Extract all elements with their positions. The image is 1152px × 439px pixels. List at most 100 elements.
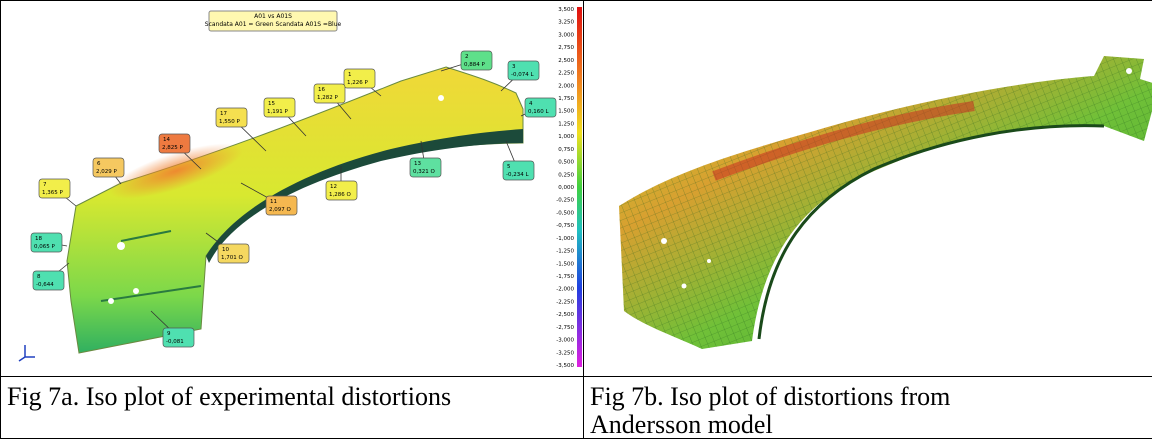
colorbar-tick-label: -1,500 xyxy=(556,261,574,267)
colorbar-tick-label: -0,500 xyxy=(556,210,574,216)
callout-id: 13 xyxy=(414,161,421,167)
callout: 15 1,191 P xyxy=(263,97,307,137)
hole xyxy=(661,238,667,244)
callout-box xyxy=(507,60,540,81)
callout: 5 -0,234 L xyxy=(502,140,535,181)
callout-id: 14 xyxy=(163,137,170,143)
callout-value: -0,081 xyxy=(166,339,184,345)
iso-plot-a: A01 vs A01S Scandata A01 = Green Scandat… xyxy=(18,7,582,369)
callout-box xyxy=(502,160,535,181)
caption-a: Fig 7a. Iso plot of experimental distort… xyxy=(7,382,452,411)
hole xyxy=(707,259,711,263)
callout: 1 1,226 P xyxy=(343,68,382,97)
callout-id: 1 xyxy=(348,72,352,78)
cell-b xyxy=(583,0,1152,377)
model-channel xyxy=(757,124,1105,340)
colorbar-tick-label: 3,000 xyxy=(558,32,574,38)
colorbar-tick-label: -2,000 xyxy=(556,287,574,293)
callout-box xyxy=(325,180,358,201)
plot-title-box xyxy=(208,10,338,32)
callout-value: 2,097 O xyxy=(269,207,291,213)
colorbar-tick-label: -2,750 xyxy=(556,325,574,331)
callout-id: 3 xyxy=(512,64,516,70)
callout-box xyxy=(162,327,195,348)
colorbar-tick-label: 0,500 xyxy=(558,160,574,166)
callout-id: 9 xyxy=(167,331,171,337)
hole xyxy=(438,95,444,101)
hot-zone xyxy=(712,101,975,181)
caption-cell-a: Fig 7a. Iso plot of experimental distort… xyxy=(0,376,584,439)
iso-plot-b xyxy=(619,56,1152,349)
axis-triad xyxy=(18,345,35,362)
callout: 9 -0,081 xyxy=(150,310,195,348)
callout: 6 2,029 P xyxy=(92,157,125,185)
callout: 13 0,321 O xyxy=(409,140,442,178)
model-mesh xyxy=(619,56,1152,349)
callout-box xyxy=(217,243,250,264)
callout-box xyxy=(32,270,65,291)
callout-value: 0,884 P xyxy=(464,62,485,68)
colorbar-tick-label: -2,250 xyxy=(556,299,574,305)
colorbar-tick-label: -1,250 xyxy=(556,249,574,255)
callout-box xyxy=(460,50,493,71)
callout-id: 7 xyxy=(43,182,47,188)
callout-id: 16 xyxy=(318,87,325,93)
callout-box xyxy=(215,107,248,128)
hole xyxy=(681,283,687,289)
callout: 2 0,884 P xyxy=(440,50,493,72)
callout-box xyxy=(409,157,442,178)
callout: 17 1,550 P xyxy=(215,107,267,152)
callout: 14 2,825 P xyxy=(158,133,202,170)
plot-subtitle: Scandata A01 = Green Scandata A01S =Blue xyxy=(205,21,342,28)
colorbar-tick-label: 3,500 xyxy=(558,7,574,13)
colorbar-tick-label: 0,250 xyxy=(558,172,574,178)
callout-value: 1,191 P xyxy=(267,109,288,115)
colorbar-tick-label: 2,000 xyxy=(558,83,574,89)
colorbar-tick-label: -3,500 xyxy=(556,363,574,369)
callout: 16 1,282 P xyxy=(313,83,352,120)
colorbar-tick-label: -2,500 xyxy=(556,312,574,318)
callout-value: -0,074 L xyxy=(511,72,534,78)
caption-b: Fig 7b. Iso plot of distortions from And… xyxy=(590,382,951,439)
callout-id: 5 xyxy=(507,164,511,170)
callout-box xyxy=(263,97,296,118)
callout-id: 4 xyxy=(529,101,533,107)
callout-box xyxy=(158,133,191,154)
hole xyxy=(1126,68,1132,74)
callout-id: 17 xyxy=(220,111,227,117)
caption-cell-b: Fig 7b. Iso plot of distortions from And… xyxy=(583,376,1152,439)
callout-value: 1,282 P xyxy=(317,95,338,101)
colorbar-tick-label: -3,000 xyxy=(556,338,574,344)
callout-value: 0,160 L xyxy=(528,109,549,115)
callout: 11 2,097 O xyxy=(240,182,298,216)
callout: 8 -0,644 xyxy=(32,262,70,291)
colorbar-tick-label: 1,000 xyxy=(558,134,574,140)
colorbar-tick-label: -0,750 xyxy=(556,223,574,229)
callout-value: 1,550 P xyxy=(219,119,240,125)
part-channel xyxy=(206,129,523,263)
callout: 3 -0,074 L xyxy=(500,60,540,92)
callout-value: 0,321 O xyxy=(413,169,435,175)
callout: 10 1,701 O xyxy=(205,232,250,264)
callout: 4 0,160 L xyxy=(520,97,557,118)
callout-value: 1,365 P xyxy=(42,190,63,196)
callout-box xyxy=(30,232,63,253)
part-edges xyxy=(100,230,202,302)
callout-id: 2 xyxy=(465,54,469,60)
callout-value: 1,226 P xyxy=(347,80,368,86)
callout-value: 1,701 O xyxy=(221,255,243,261)
cell-a: A01 vs A01S Scandata A01 = Green Scandat… xyxy=(0,0,584,377)
hole xyxy=(133,288,139,294)
callout-value: 2,825 P xyxy=(162,145,183,151)
colorbar-tick-label: -1,000 xyxy=(556,236,574,242)
callout-id: 6 xyxy=(97,161,101,167)
callout-box xyxy=(313,83,346,104)
callout-box xyxy=(38,178,71,199)
callout-box xyxy=(92,157,125,178)
hole xyxy=(108,298,114,304)
callout-box xyxy=(524,97,557,118)
callout-id: 12 xyxy=(330,184,337,190)
hot-zone xyxy=(109,143,243,199)
colorbar-tick-label: 2,500 xyxy=(558,58,574,64)
